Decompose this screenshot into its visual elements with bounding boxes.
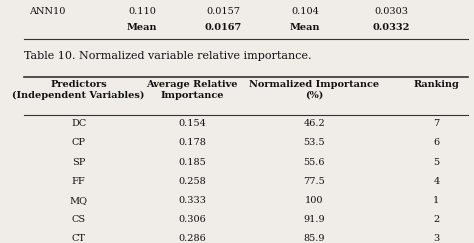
Text: 0.0303: 0.0303 [374,7,408,16]
Text: 0.333: 0.333 [178,196,206,205]
Text: 77.5: 77.5 [303,177,325,186]
Text: 0.0167: 0.0167 [205,24,242,33]
Text: 91.9: 91.9 [303,215,325,224]
Text: CP: CP [72,138,86,147]
Text: Predictors
(Independent Variables): Predictors (Independent Variables) [12,80,145,100]
Text: 85.9: 85.9 [303,234,325,243]
Text: MQ: MQ [70,196,88,205]
Text: DC: DC [71,119,86,128]
Text: 0.178: 0.178 [178,138,206,147]
Text: CS: CS [72,215,86,224]
Text: 0.154: 0.154 [178,119,206,128]
Text: 53.5: 53.5 [303,138,325,147]
Text: CT: CT [72,234,86,243]
Text: 0.0332: 0.0332 [373,24,410,33]
Text: 0.110: 0.110 [128,7,156,16]
Text: 0.286: 0.286 [178,234,206,243]
Text: 1: 1 [433,196,439,205]
Text: Mean: Mean [127,24,157,33]
Text: 7: 7 [433,119,439,128]
Text: 5: 5 [433,158,439,167]
Text: 2: 2 [433,215,439,224]
Text: FF: FF [72,177,86,186]
Text: 0.306: 0.306 [178,215,206,224]
Text: 55.6: 55.6 [303,158,325,167]
Text: 0.0157: 0.0157 [207,7,241,16]
Text: 6: 6 [433,138,439,147]
Text: Table 10. Normalized variable relative importance.: Table 10. Normalized variable relative i… [24,51,312,61]
Text: 100: 100 [305,196,323,205]
Text: 0.104: 0.104 [291,7,319,16]
Text: 4: 4 [433,177,439,186]
Text: 46.2: 46.2 [303,119,325,128]
Text: Ranking: Ranking [413,80,459,89]
Text: 0.258: 0.258 [178,177,206,186]
Text: Normalized Importance
(%): Normalized Importance (%) [249,80,379,100]
Text: Average Relative
Importance: Average Relative Importance [146,80,237,100]
Text: SP: SP [72,158,85,167]
Text: Mean: Mean [290,24,320,33]
Text: 0.185: 0.185 [178,158,206,167]
Text: 3: 3 [433,234,439,243]
Text: ANN10: ANN10 [29,7,65,16]
